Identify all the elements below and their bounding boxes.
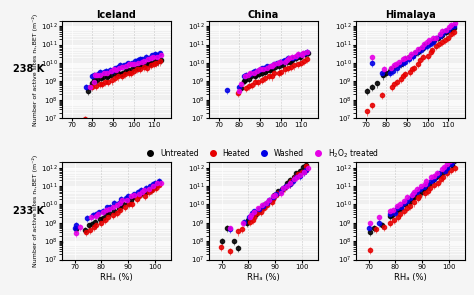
Title: Iceland: Iceland	[96, 10, 136, 20]
X-axis label: RHₐ (%): RHₐ (%)	[246, 273, 280, 281]
Text: 233 K: 233 K	[13, 206, 45, 216]
Y-axis label: Number of active sites nₛ,BET (m⁻²): Number of active sites nₛ,BET (m⁻²)	[32, 155, 38, 267]
X-axis label: RHₐ (%): RHₐ (%)	[394, 273, 427, 281]
Y-axis label: Number of active sites nₛ,BET (m⁻²): Number of active sites nₛ,BET (m⁻²)	[32, 13, 38, 126]
Text: 238 K: 238 K	[13, 64, 45, 74]
Legend: Untreated, Heated, Washed, H$_2$O$_2$ treated: Untreated, Heated, Washed, H$_2$O$_2$ tr…	[140, 144, 382, 163]
X-axis label: RHₐ (%): RHₐ (%)	[100, 273, 132, 281]
Title: Himalaya: Himalaya	[385, 10, 436, 20]
Title: China: China	[247, 10, 279, 20]
